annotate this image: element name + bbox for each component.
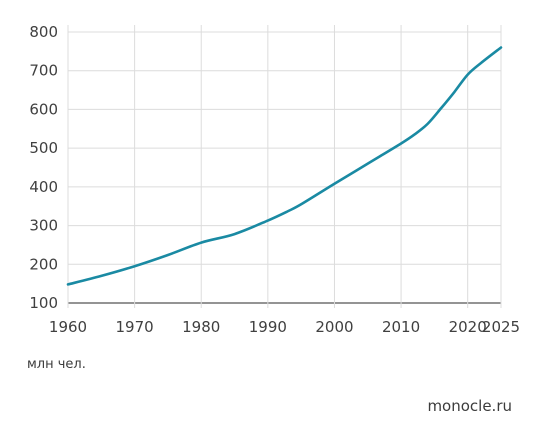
y-tick-label: 500 xyxy=(29,139,58,157)
y-axis-unit-label: млн чел. xyxy=(27,357,86,372)
y-axis-ticks: 100 200 300 400 500 600 700 800 xyxy=(29,23,58,312)
y-tick-label: 300 xyxy=(29,217,58,235)
line-chart: 100 200 300 400 500 600 700 800 1960 1970 1980 199… xyxy=(29,23,520,336)
source-label: monocle.ru xyxy=(427,397,512,415)
y-tick-label: 400 xyxy=(29,178,58,196)
y-tick-label: 700 xyxy=(29,62,58,80)
y-tick-label: 600 xyxy=(29,100,58,118)
series-points xyxy=(67,47,502,285)
x-tick-label: 2020 xyxy=(449,318,487,336)
x-tick-label: 1990 xyxy=(249,318,287,336)
series-line xyxy=(66,46,503,286)
x-tick-label: 1960 xyxy=(49,318,87,336)
x-tick-label: 2000 xyxy=(315,318,353,336)
y-tick-label: 200 xyxy=(29,255,58,273)
x-tick-label: 2010 xyxy=(382,318,420,336)
grid xyxy=(67,25,502,308)
x-tick-label: 1980 xyxy=(182,318,220,336)
y-tick-label: 100 xyxy=(29,294,58,312)
y-tick-label: 800 xyxy=(29,23,58,41)
x-tick-label: 1970 xyxy=(116,318,154,336)
x-tick-label: 2025 xyxy=(482,318,520,336)
